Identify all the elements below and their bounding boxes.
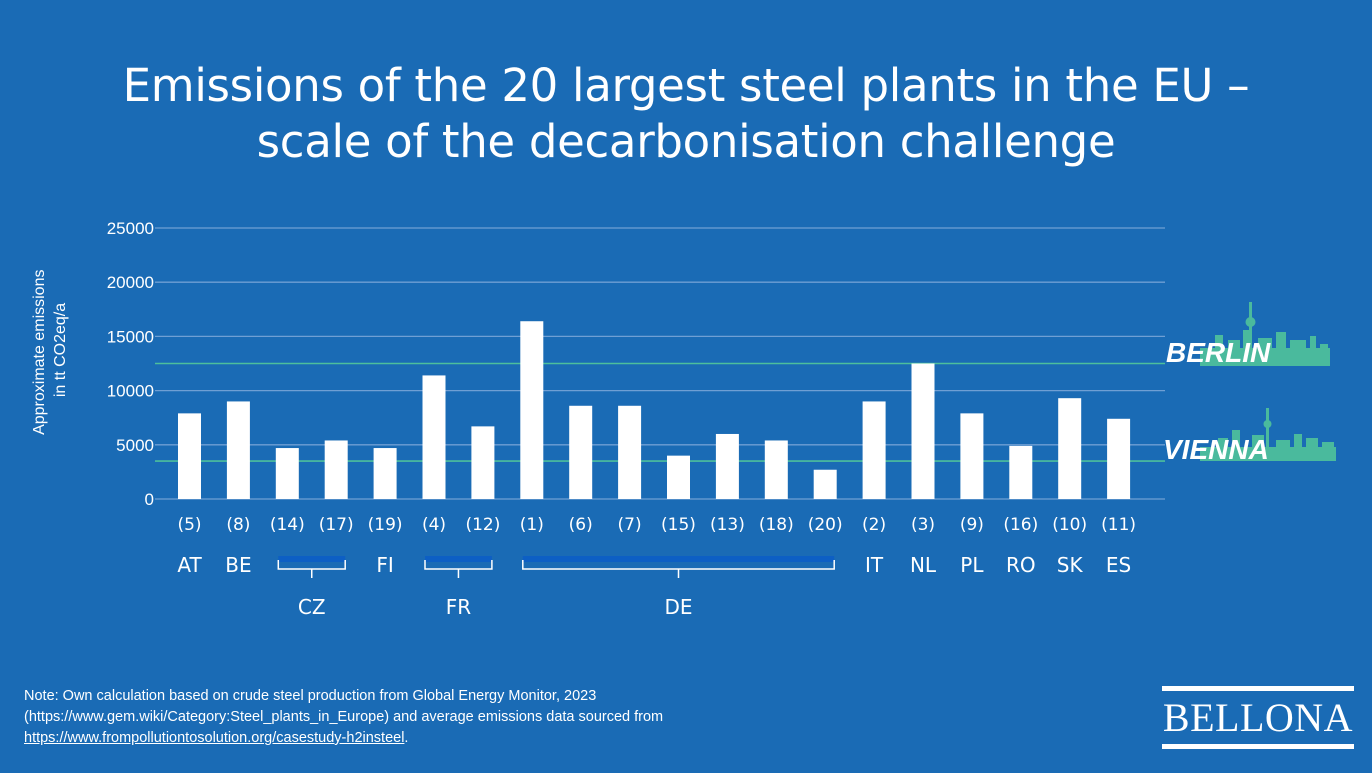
bar — [471, 426, 495, 499]
x-axis-labels: (5) (8) (14) (17) (19) (4) (12) (1) (6) (7) (15) (1… — [177, 515, 1136, 535]
group-label: ES — [1106, 553, 1131, 577]
group-bracket-fill — [522, 556, 835, 562]
country-groups: AT BE CZ FI FR DE IT NL PL RO SK ES — [177, 553, 1131, 619]
x-tick-label: (18) — [759, 515, 794, 535]
x-tick-label: (19) — [368, 515, 403, 535]
group-label: NL — [910, 553, 937, 577]
group-label: CZ — [298, 595, 326, 619]
vienna-skyline-icon — [1200, 408, 1336, 461]
y-axis-ticks: 0 5000 10000 15000 20000 25000 — [107, 219, 154, 509]
logo-text: BELLONA — [1162, 695, 1354, 740]
x-tick-label: (11) — [1101, 515, 1136, 535]
group-bracket — [277, 560, 346, 578]
y-axis-label-line-1: Approximate emissions — [31, 270, 48, 435]
x-tick-label: (2) — [862, 515, 886, 535]
x-tick-label: (10) — [1052, 515, 1087, 535]
vienna-label: VIENNA — [1163, 434, 1269, 465]
berlin-skyline-icon — [1200, 302, 1330, 366]
y-axis-label: Approximate emissions in tt CO2eq/a — [31, 265, 69, 435]
bar — [178, 413, 201, 499]
note-line-2: (https://www.gem.wiki/Category:Steel_pla… — [24, 709, 664, 725]
group-label: FI — [376, 553, 393, 577]
y-tick-label: 25000 — [107, 219, 154, 238]
x-tick-label: (3) — [911, 515, 935, 535]
group-bracket-fill — [278, 556, 346, 562]
bar — [1058, 398, 1082, 499]
group-label: IT — [865, 553, 884, 577]
group-bracket — [424, 560, 493, 578]
bar — [667, 455, 690, 499]
y-tick-label: 5000 — [116, 436, 154, 455]
bellona-logo: BELLONA — [1162, 686, 1354, 750]
bar — [373, 448, 397, 499]
group-label: DE — [664, 595, 692, 619]
x-tick-label: (4) — [422, 515, 446, 535]
group-label: SK — [1057, 553, 1084, 577]
note-line-3: https://www.frompollutiontosolution.org/… — [24, 728, 844, 749]
bar — [862, 401, 886, 499]
bar — [226, 401, 250, 499]
berlin-label: BERLIN — [1166, 337, 1271, 368]
group-bracket-fill — [425, 556, 492, 562]
group-label: FR — [446, 595, 472, 619]
x-tick-label: (6) — [569, 515, 593, 535]
logo-bottom-bar — [1162, 744, 1354, 749]
bar — [422, 375, 446, 499]
reference-lines — [155, 362, 1165, 462]
bar — [715, 433, 739, 499]
chart-title: Emissions of the 20 largest steel plants… — [0, 58, 1372, 170]
group-label: PL — [960, 553, 984, 577]
logo-top-bar — [1162, 686, 1354, 691]
y-axis-label-line-2: in tt CO2eq/a — [52, 303, 69, 397]
chart-title-line-2: scale of the decarbonisation challenge — [256, 115, 1116, 168]
source-link[interactable]: https://www.frompollutiontosolution.org/… — [24, 730, 405, 746]
chart-title-line-1: Emissions of the 20 largest steel plants… — [122, 59, 1250, 112]
x-tick-label: (9) — [960, 515, 984, 535]
x-tick-label: (16) — [1003, 515, 1038, 535]
x-tick-label: (1) — [520, 515, 544, 535]
group-label: BE — [225, 553, 251, 577]
note-link-suffix: . — [404, 730, 409, 746]
x-tick-label: (14) — [270, 515, 305, 535]
note-line-1: Note: Own calculation based on crude ste… — [24, 688, 597, 704]
grid-lines — [155, 227, 1165, 500]
bar — [1107, 418, 1131, 499]
y-tick-label: 20000 — [107, 273, 154, 292]
group-bracket — [522, 560, 835, 578]
bar — [813, 469, 837, 499]
x-tick-label: (12) — [465, 515, 500, 535]
y-tick-label: 15000 — [107, 327, 154, 346]
group-label: RO — [1006, 553, 1036, 577]
group-label: AT — [177, 553, 202, 577]
x-tick-label: (15) — [661, 515, 696, 535]
x-tick-label: (20) — [808, 515, 843, 535]
bar — [520, 321, 544, 499]
bar — [911, 363, 935, 499]
bar — [275, 448, 299, 499]
bar — [569, 405, 593, 499]
bar — [324, 440, 348, 499]
bar — [618, 405, 642, 499]
x-tick-label: (8) — [226, 515, 250, 535]
x-tick-label: (7) — [618, 515, 642, 535]
bar — [960, 413, 984, 499]
bar — [764, 440, 788, 499]
y-tick-label: 10000 — [107, 382, 154, 401]
x-tick-label: (13) — [710, 515, 745, 535]
source-note: Note: Own calculation based on crude ste… — [24, 686, 844, 749]
x-tick-label: (17) — [319, 515, 354, 535]
y-tick-label: 0 — [145, 490, 154, 509]
x-tick-label: (5) — [177, 515, 201, 535]
bars — [178, 321, 1131, 499]
bar — [1009, 445, 1033, 499]
